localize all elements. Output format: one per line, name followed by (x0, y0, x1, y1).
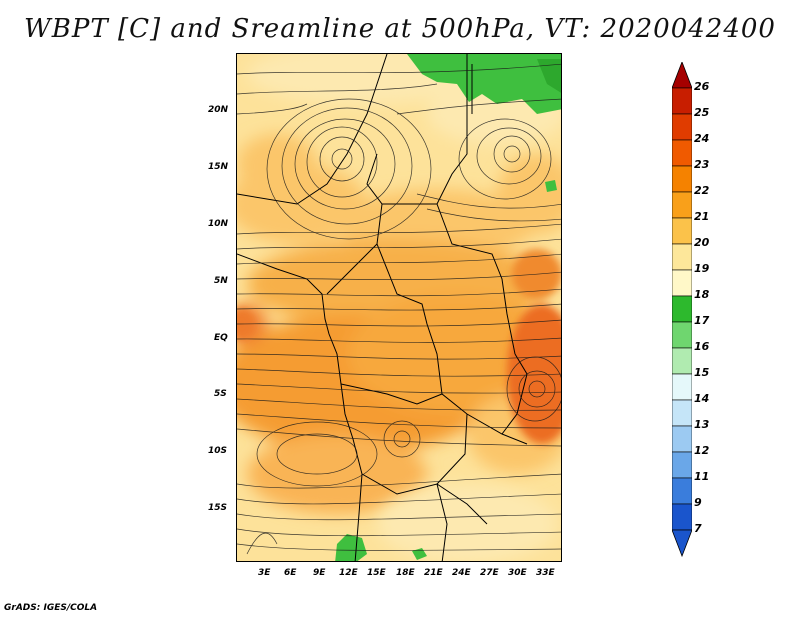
lat-label-10n: 10N (208, 219, 229, 229)
lat-label-5n: 5N (214, 276, 228, 286)
wbpt-shading-cool (247, 54, 561, 561)
colorbar-segment (672, 165, 692, 193)
lon-label-3e: 3E (258, 568, 271, 578)
lon-label-27e: 27E (480, 568, 499, 578)
lon-label-9e: 9E (313, 568, 326, 578)
colorbar-label: 13 (694, 418, 710, 431)
colorbar-label: 9 (694, 496, 702, 509)
lat-label-15s: 15S (208, 503, 228, 513)
colorbar-label: 20 (694, 236, 710, 249)
colorbar-segment (672, 321, 692, 349)
colorbar-segment (672, 373, 692, 401)
colorbar-label: 21 (694, 210, 710, 223)
colorbar-label: 19 (694, 262, 710, 275)
wbpt-field (237, 54, 561, 561)
wbpt-green-patches (335, 54, 561, 561)
lon-label-18e: 18E (396, 568, 415, 578)
colorbar-label: 23 (694, 158, 710, 171)
colorbar-segment (672, 191, 692, 219)
colorbar-label: 26 (694, 80, 710, 93)
colorbar-segment (672, 269, 692, 297)
lon-label-21e: 21E (424, 568, 443, 578)
lon-label-24e: 24E (452, 568, 471, 578)
lon-label-6e: 6E (284, 568, 297, 578)
colorbar-label: 16 (694, 340, 710, 353)
colorbar (672, 62, 692, 558)
colorbar-top-arrow (672, 62, 692, 89)
grads-credit: GrADS: IGES/COLA (4, 603, 98, 613)
map-title: WBPT [C] and Sreamline at 500hPa, VT: 20… (24, 14, 776, 44)
colorbar-segment (672, 295, 692, 323)
lat-label-15n: 15N (208, 162, 229, 172)
colorbar-segment (672, 139, 692, 167)
colorbar-bottom-arrow (672, 529, 692, 558)
colorbar-segment (672, 113, 692, 141)
lon-label-15e: 15E (367, 568, 386, 578)
colorbar-segment (672, 347, 692, 375)
lon-label-30e: 30E (508, 568, 527, 578)
lat-label-20n: 20N (208, 105, 229, 115)
colorbar-segment (672, 87, 692, 115)
colorbar-segment (672, 477, 692, 505)
colorbar-segment (672, 425, 692, 453)
colorbar-segment (672, 243, 692, 271)
colorbar-label: 18 (694, 288, 710, 301)
map-panel (236, 53, 562, 562)
colorbar-label: 14 (694, 392, 710, 405)
lat-label-5s: 5S (214, 389, 227, 399)
lon-label-12e: 12E (339, 568, 358, 578)
colorbar-segment (672, 217, 692, 245)
streamlines (237, 63, 561, 555)
colorbar-label: 25 (694, 106, 710, 119)
colorbar-label: 17 (694, 314, 710, 327)
colorbar-label: 15 (694, 366, 710, 379)
colorbar-label: 11 (694, 470, 710, 483)
colorbar-label: 7 (694, 522, 702, 535)
colorbar-label: 22 (694, 184, 710, 197)
colorbar-segment (672, 503, 692, 531)
lat-label-10s: 10S (208, 446, 228, 456)
colorbar-label: 24 (694, 132, 710, 145)
colorbar-segment (672, 451, 692, 479)
colorbar-segments (672, 62, 692, 558)
colorbar-segment (672, 399, 692, 427)
colorbar-label: 12 (694, 444, 710, 457)
lon-label-33e: 33E (536, 568, 555, 578)
lat-label-eq: EQ (214, 333, 228, 343)
